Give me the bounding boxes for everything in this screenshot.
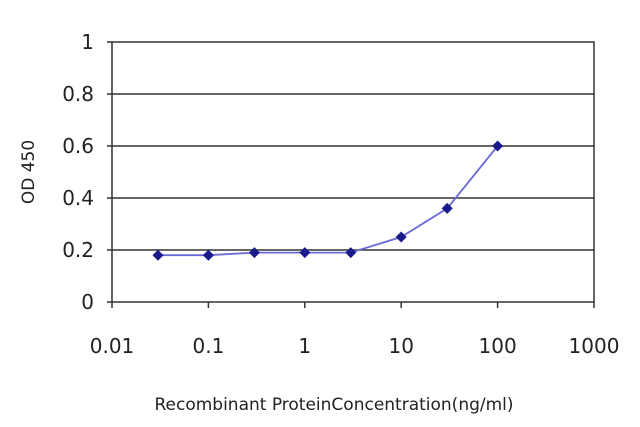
x-tick-label: 0.1	[192, 334, 224, 358]
data-point	[395, 231, 407, 243]
plot-area-frame	[111, 41, 595, 303]
y-tick-label: 1	[81, 30, 94, 54]
y-tick-label: 0.8	[62, 82, 94, 106]
x-axis-ticks: 0.01 0.1 1 10 100 1000	[90, 302, 620, 358]
x-tick-label: 1	[298, 334, 311, 358]
y-tick-label: 0.2	[62, 238, 94, 262]
x-tick-label: 0.01	[90, 334, 135, 358]
x-axis-title: Recombinant ProteinConcentration(ng/ml)	[154, 395, 513, 415]
gridlines	[112, 93, 594, 251]
data-point	[345, 247, 357, 259]
x-tick-label: 10	[388, 334, 413, 358]
y-axis-title: OD 450	[19, 140, 39, 204]
y-axis-ticks: 0 0.2 0.4 0.6 0.8 1	[62, 30, 112, 314]
y-tick-label: 0	[81, 290, 94, 314]
data-series	[152, 140, 504, 261]
data-point	[492, 140, 504, 152]
x-tick-label: 100	[479, 334, 517, 358]
series-line	[158, 145, 499, 257]
data-point	[299, 247, 311, 259]
data-point	[248, 247, 260, 259]
y-tick-label: 0.6	[62, 134, 94, 158]
data-point	[152, 249, 164, 261]
data-point	[202, 249, 214, 261]
x-tick-label: 1000	[569, 334, 620, 358]
y-tick-label: 0.4	[62, 186, 94, 210]
data-point	[441, 202, 453, 214]
